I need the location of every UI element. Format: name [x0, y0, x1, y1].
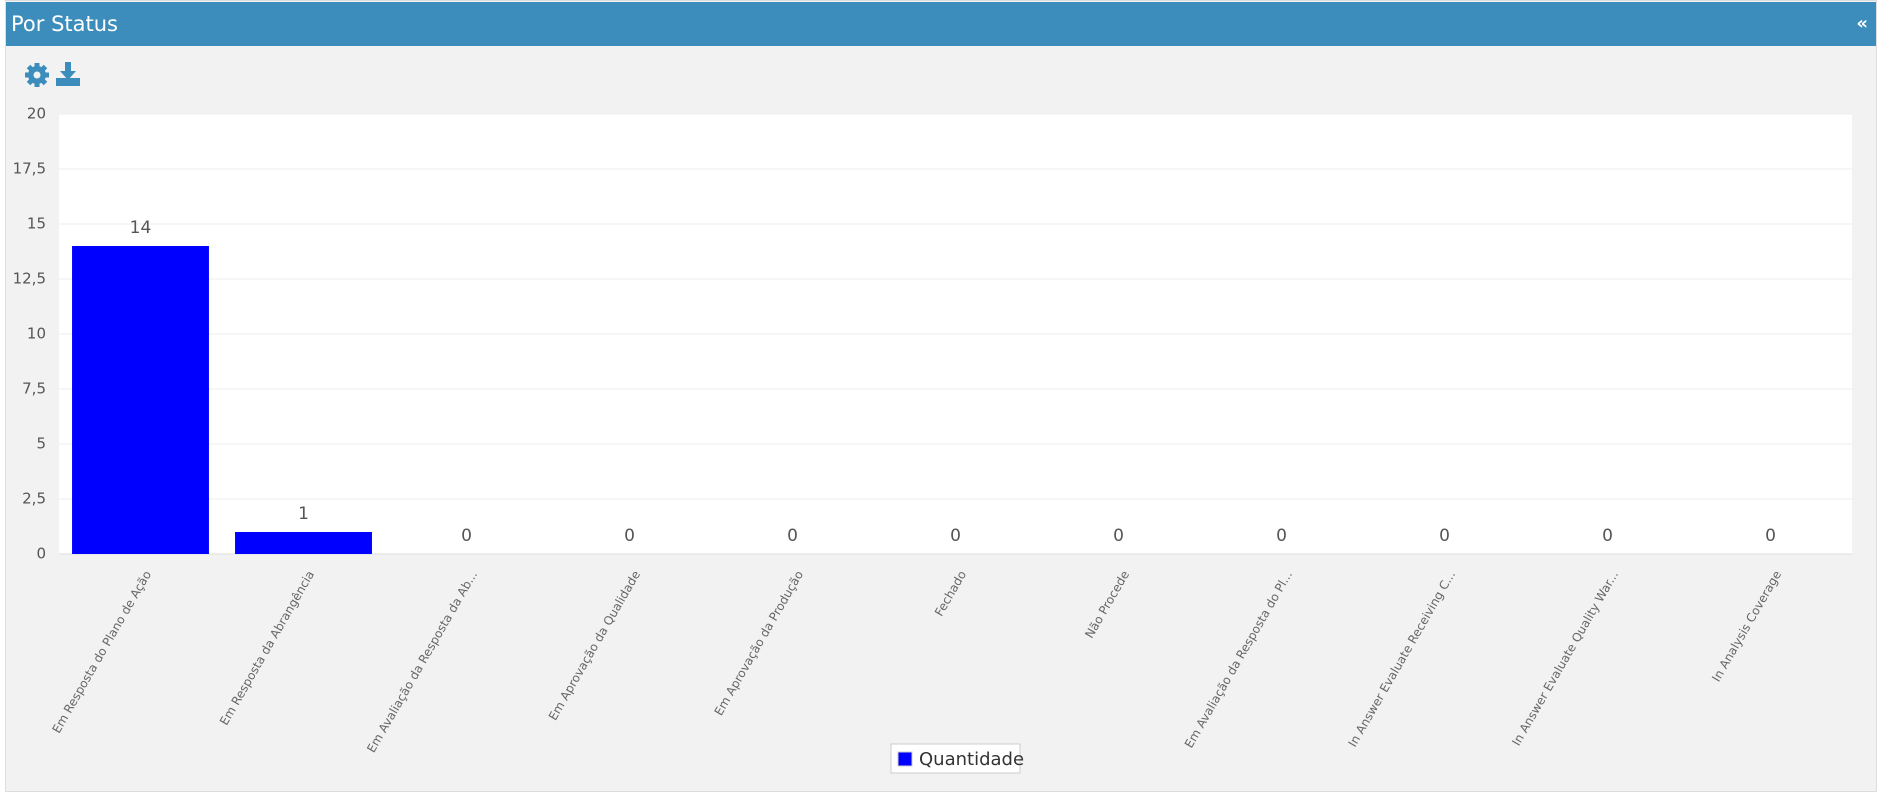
x-tick-label: In Answer Evaluate Quality War... — [1509, 568, 1621, 748]
y-tick-label: 2,5 — [22, 490, 46, 508]
y-tick-label: 0 — [36, 545, 46, 563]
x-tick-label: Em Aprovação da Produção — [712, 568, 807, 718]
y-tick-label: 12,5 — [13, 270, 46, 288]
bar — [72, 246, 209, 554]
y-tick-label: 17,5 — [13, 160, 46, 178]
legend-label: Quantidade — [919, 749, 1024, 770]
x-tick-label: Em Aprovação da Qualidade — [546, 568, 643, 723]
x-tick-label: Em Resposta da Abrangência — [217, 568, 317, 727]
x-tick-label: In Answer Evaluate Receiving C... — [1346, 568, 1459, 749]
value-label: 0 — [1602, 526, 1613, 546]
value-label: 0 — [461, 526, 472, 546]
x-tick-label: Em Avaliação da Resposta do Pl... — [1182, 568, 1295, 750]
value-label: 0 — [950, 526, 961, 546]
value-label: 0 — [624, 526, 635, 546]
value-label: 1 — [298, 504, 309, 524]
value-label: 0 — [1113, 526, 1124, 546]
y-tick-label: 15 — [27, 215, 46, 233]
y-tick-label: 5 — [36, 435, 46, 453]
value-label: 0 — [787, 526, 798, 546]
value-label: 0 — [1765, 526, 1776, 546]
x-tick-label: Em Resposta do Plano de Ação — [49, 568, 154, 735]
bar — [235, 532, 372, 554]
panel-title: Por Status — [11, 12, 118, 36]
collapse-button[interactable]: « — [1856, 13, 1868, 34]
x-tick-label: Fechado — [932, 568, 969, 618]
value-label: 0 — [1439, 526, 1450, 546]
value-label: 14 — [130, 218, 152, 238]
download-icon[interactable] — [56, 62, 80, 86]
x-tick-label: In Analysis Coverage — [1709, 568, 1784, 684]
x-tick-label: Em Avaliação da Resposta da Ab... — [364, 568, 480, 755]
y-tick-label: 20 — [27, 105, 46, 123]
y-tick-label: 10 — [27, 325, 46, 343]
panel-header: Por Status « — [6, 2, 1876, 46]
y-tick-label: 7,5 — [22, 380, 46, 398]
x-tick-label: Não Procede — [1082, 568, 1132, 640]
settings-icon[interactable] — [25, 63, 49, 87]
legend-swatch — [897, 751, 913, 767]
value-label: 0 — [1276, 526, 1287, 546]
